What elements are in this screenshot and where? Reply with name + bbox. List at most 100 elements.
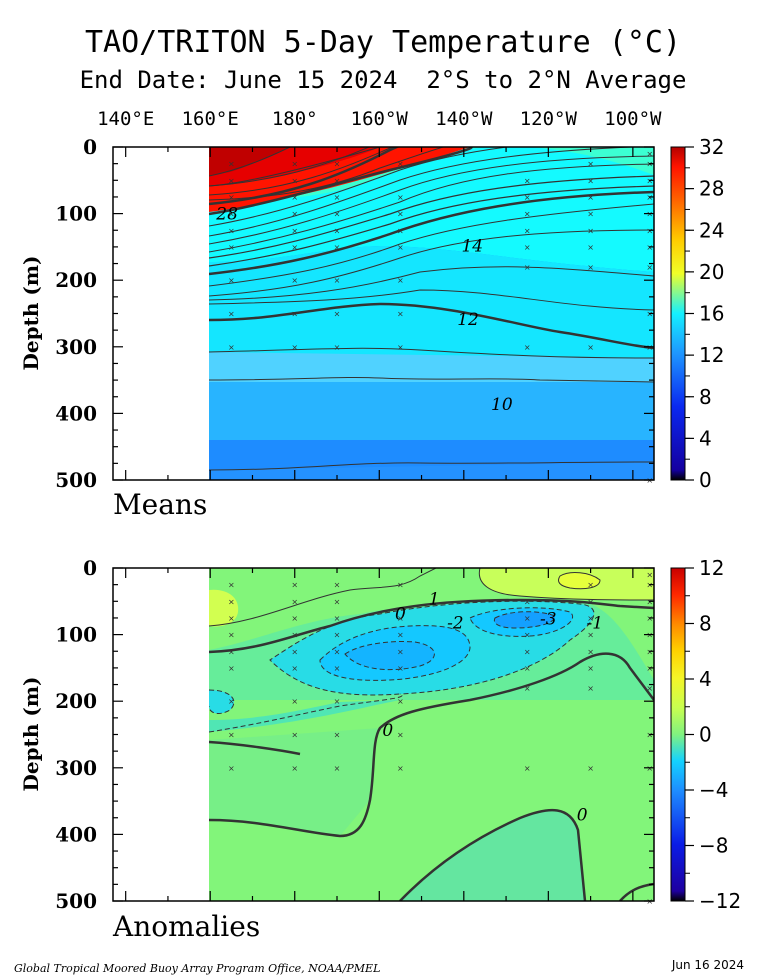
sensor-mark: × (397, 276, 404, 285)
sensor-mark: × (334, 193, 341, 202)
sensor-mark: × (524, 631, 531, 640)
sensor-mark: × (587, 581, 594, 590)
chart-title: TAO/TRITON 5-Day Temperature (°C) (85, 25, 681, 60)
sensor-mark: × (228, 210, 235, 219)
sensor-mark: × (334, 647, 341, 656)
sensor-mark: × (334, 631, 341, 640)
sensor-mark: × (291, 664, 298, 673)
colorbar-tick-label: 28 (699, 177, 724, 201)
sensor-mark: × (291, 193, 298, 202)
sensor-mark: × (334, 226, 341, 235)
sensor-mark: × (228, 581, 235, 590)
sensor-mark: × (397, 193, 404, 202)
anomalies-colorbar (670, 567, 686, 902)
sensor-mark: × (291, 176, 298, 185)
sensor-mark: × (397, 210, 404, 219)
colorbar-tick-label: 8 (699, 612, 712, 636)
sensor-mark: × (524, 343, 531, 352)
sensor-mark: × (291, 243, 298, 252)
sensor-mark: × (397, 160, 404, 169)
sensor-mark: × (291, 731, 298, 740)
sensor-mark: × (524, 684, 531, 693)
sensor-mark: × (587, 263, 594, 272)
colorbar-tick-label: −8 (699, 834, 728, 858)
contour-label: 0 (577, 805, 588, 825)
longitude-label: 140°W (435, 108, 493, 130)
anomalies-contours (209, 568, 654, 901)
sensor-mark: × (291, 160, 298, 169)
depth-tick-label: 300 (55, 756, 97, 780)
depth-tick-label: 100 (55, 202, 97, 226)
sensor-mark: × (524, 193, 531, 202)
sensor-mark: × (228, 697, 235, 706)
means-panel-label: Means (113, 488, 207, 521)
contour-label: 14 (461, 237, 483, 257)
sensor-mark: × (587, 647, 594, 656)
longitude-label: 180° (272, 108, 318, 130)
sensor-mark: × (228, 276, 235, 285)
longitude-label: 160°W (351, 108, 409, 130)
sensor-mark: × (524, 176, 531, 185)
sensor-mark: × (587, 243, 594, 252)
anomalies-colorbar-ticks: −12 −8 −4 0 4 8 12 (685, 556, 741, 913)
depth-tick-label: 100 (55, 623, 97, 647)
sensor-mark: × (587, 160, 594, 169)
sensor-mark: × (291, 276, 298, 285)
sensor-mark: × (334, 176, 341, 185)
sensor-mark: × (228, 597, 235, 606)
sensor-mark: × (291, 631, 298, 640)
sensor-mark: × (524, 243, 531, 252)
sensor-mark: × (291, 343, 298, 352)
depth-tick-label: 300 (55, 335, 97, 359)
sensor-mark: × (524, 226, 531, 235)
sensor-mark: × (228, 243, 235, 252)
sensor-mark: × (291, 697, 298, 706)
sensor-mark: × (587, 684, 594, 693)
sensor-mark: × (228, 647, 235, 656)
sensor-mark: × (587, 764, 594, 773)
contour-label: -1 (587, 614, 604, 634)
sensor-mark: × (524, 597, 531, 606)
means-longitude-ticks (125, 147, 634, 480)
sensor-mark: × (291, 310, 298, 319)
sensor-mark: × (397, 310, 404, 319)
sensor-mark: × (228, 614, 235, 623)
sensor-mark: × (646, 684, 653, 693)
sensor-mark: × (291, 581, 298, 590)
sensor-mark: × (334, 731, 341, 740)
depth-tick-label: 400 (55, 401, 97, 425)
sensor-mark: × (587, 664, 594, 673)
sensor-mark: × (334, 160, 341, 169)
sensor-mark: × (291, 764, 298, 773)
sensor-mark: × (334, 310, 341, 319)
longitude-axis-labels: 140°E 160°E 180° 160°W 140°W 120°W 100°W (97, 108, 662, 130)
longitude-label: 120°W (520, 108, 578, 130)
depth-tick-label: 500 (55, 889, 97, 913)
sensor-mark: × (228, 310, 235, 319)
sensor-mark: × (334, 597, 341, 606)
sensor-mark: × (397, 764, 404, 773)
sensor-mark: × (397, 343, 404, 352)
sensor-mark: × (587, 343, 594, 352)
sensor-mark: × (228, 764, 235, 773)
sensor-mark: × (587, 176, 594, 185)
depth-tick-label: 500 (55, 468, 97, 492)
colorbar-tick-label: 0 (699, 468, 712, 492)
sensor-mark: × (228, 631, 235, 640)
sensor-mark: × (587, 631, 594, 640)
chart-subtitle: End Date: June 15 2024 2°S to 2°N Averag… (80, 66, 687, 94)
longitude-label: 140°E (97, 108, 154, 130)
means-panel: 28 14 12 10 × × × × × × × × × × × × × × × × × × × × × × × × × × × × × × ×… (19, 135, 724, 521)
sensor-mark: × (397, 243, 404, 252)
depth-tick-label: 200 (55, 268, 97, 292)
anomalies-contour-labels: 1 0 -2 -3 -1 0 0 (382, 590, 603, 826)
sensor-mark: × (587, 193, 594, 202)
sensor-mark: × (228, 226, 235, 235)
sensor-mark: × (334, 764, 341, 773)
footer-date: Jun 16 2024 (671, 958, 744, 972)
sensor-mark: × (524, 664, 531, 673)
anomalies-panel-label: Anomalies (112, 910, 260, 943)
sensor-mark: × (228, 731, 235, 740)
sensor-mark: × (524, 263, 531, 272)
